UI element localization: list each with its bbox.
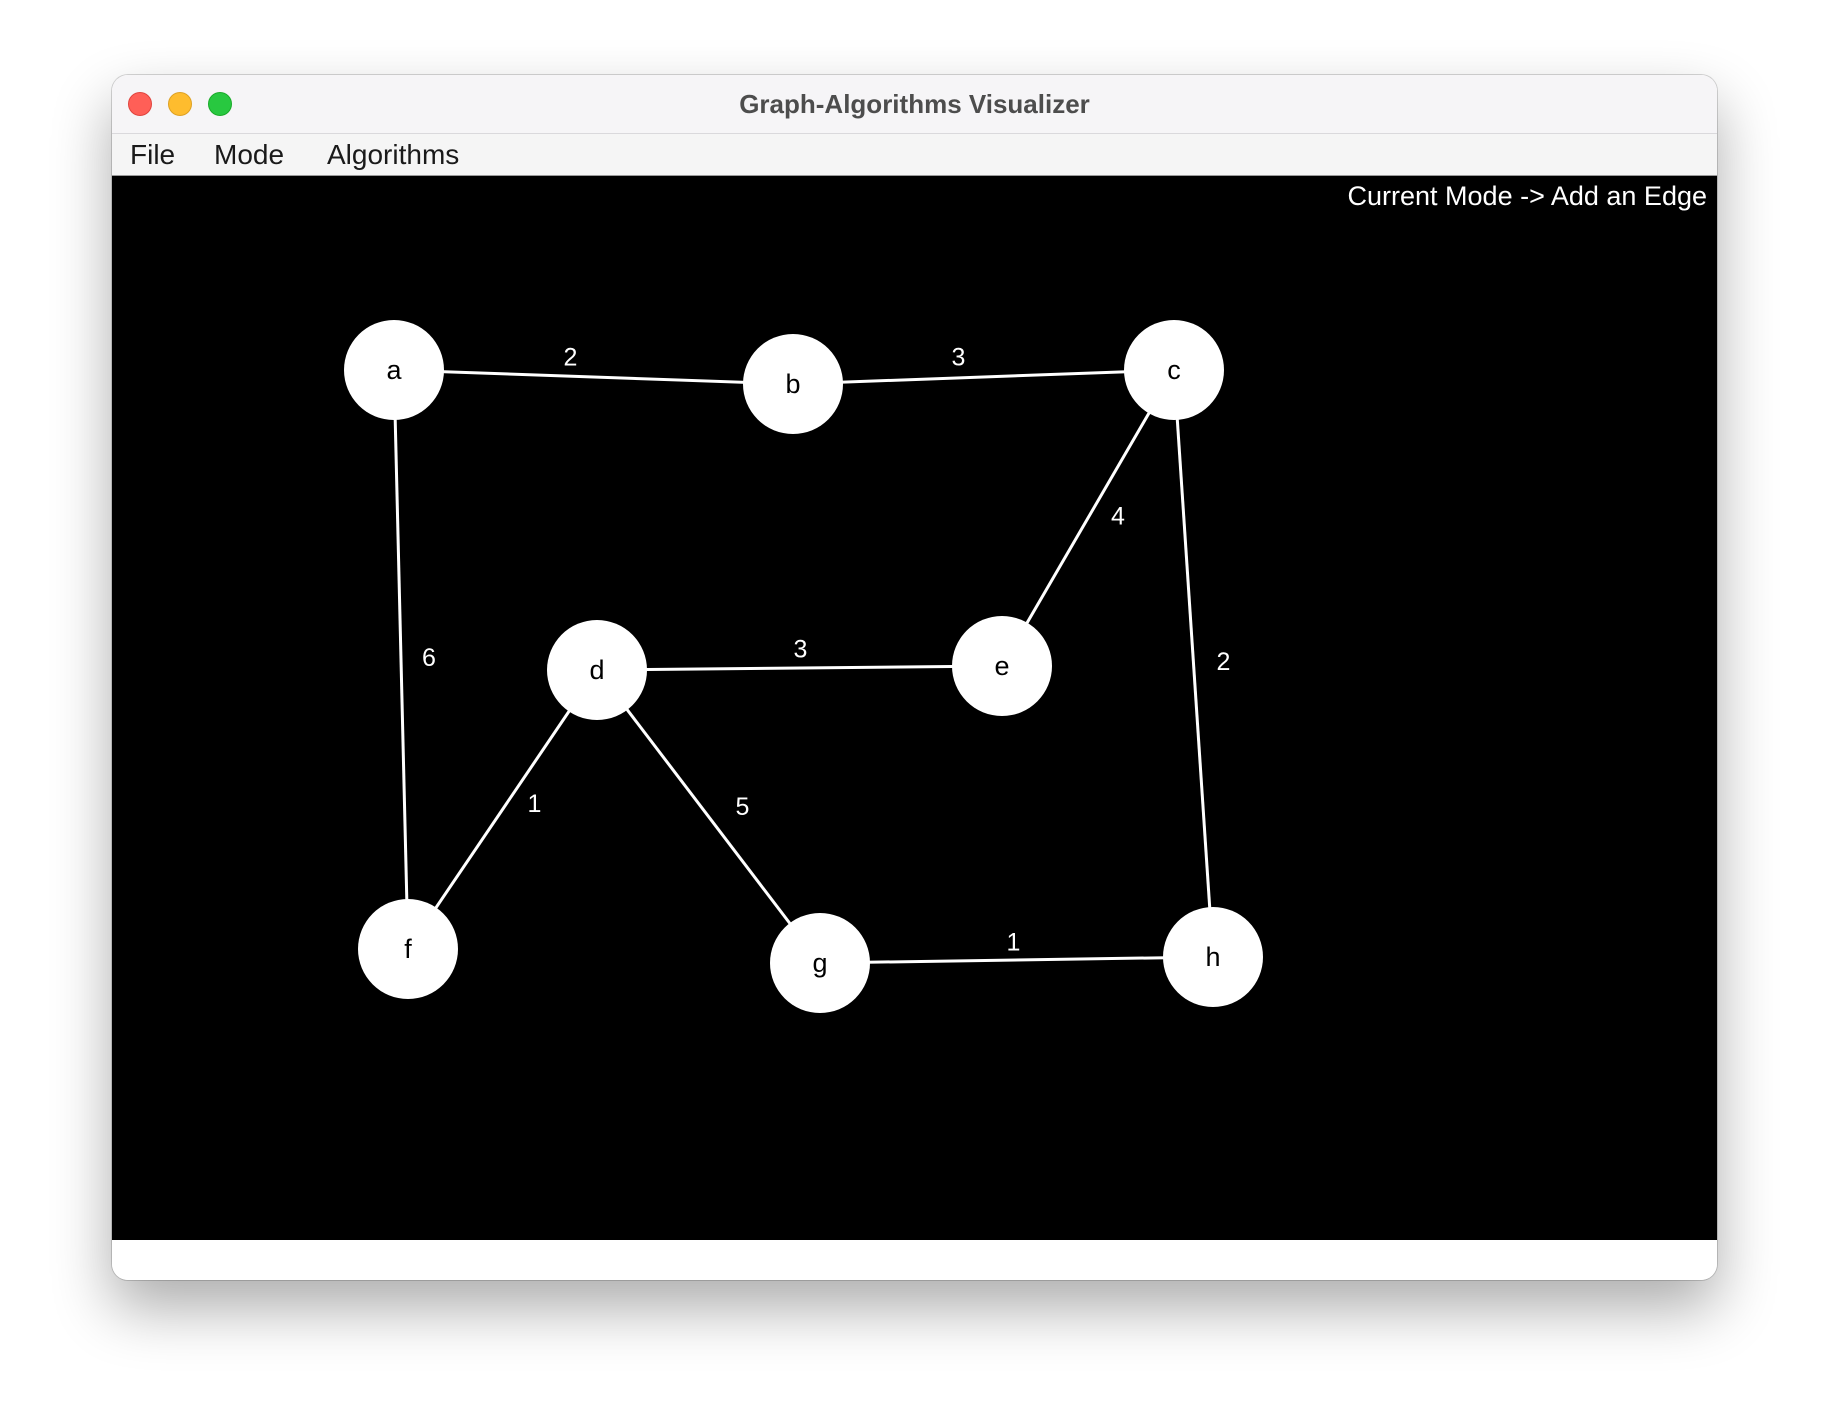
node-circle-a[interactable] (344, 320, 444, 420)
node-c[interactable]: c (1124, 320, 1224, 420)
node-label-e: e (994, 651, 1009, 681)
edge-d-f[interactable] (406, 669, 599, 950)
node-label-a: a (386, 355, 402, 385)
node-circle-f[interactable] (358, 899, 458, 999)
edge-d-e[interactable] (596, 664, 1003, 672)
edge-d-g[interactable] (595, 669, 822, 964)
node-label-f: f (404, 934, 412, 964)
edge-b-c[interactable] (792, 368, 1175, 386)
edge-weight-c-h: 2 (1217, 648, 1231, 676)
window-title: Graph-Algorithms Visualizer (739, 89, 1090, 119)
edge-weight-a-f: 6 (422, 644, 436, 672)
edge-weight-d-f: 1 (528, 790, 542, 818)
graph-canvas[interactable]: 2 3 4 2 6 3 1 5 1 a b c d e f g h Current Mode -> Add an… (112, 176, 1717, 1240)
node-b[interactable]: b (743, 334, 843, 434)
edge-weight-a-b: 2 (564, 344, 578, 372)
node-h[interactable]: h (1163, 907, 1263, 1007)
edge-g-h[interactable] (819, 955, 1214, 965)
node-circle-g[interactable] (770, 913, 870, 1013)
node-label-g: g (812, 948, 827, 978)
edge-weight-b-c: 3 (952, 344, 966, 372)
node-d[interactable]: d (547, 620, 647, 720)
edge-a-f[interactable] (392, 369, 410, 950)
node-a[interactable]: a (344, 320, 444, 420)
edge-a-b[interactable] (393, 368, 794, 386)
node-circle-h[interactable] (1163, 907, 1263, 1007)
node-label-h: h (1205, 942, 1220, 972)
menu-bar: File Mode Algorithms (112, 134, 1717, 177)
node-circle-d[interactable] (547, 620, 647, 720)
maximize-window-button[interactable] (208, 92, 232, 116)
edge-weight-g-h: 1 (1007, 929, 1021, 957)
node-label-b: b (785, 369, 800, 399)
menu-file[interactable]: File (130, 139, 176, 170)
node-label-d: d (589, 655, 604, 685)
node-circle-c[interactable] (1124, 320, 1224, 420)
current-mode-label: Current Mode -> Add an Edge (1347, 181, 1707, 211)
node-circle-b[interactable] (743, 334, 843, 434)
edge-c-e[interactable] (1000, 369, 1176, 667)
node-circle-e[interactable] (952, 616, 1052, 716)
node-f[interactable]: f (358, 899, 458, 999)
edge-weight-c-e: 4 (1111, 503, 1125, 531)
app-window: Graph-Algorithms Visualizer File Mode Al… (112, 75, 1717, 1280)
edge-weight-d-e: 3 (794, 636, 808, 664)
menu-algorithms[interactable]: Algorithms (327, 139, 460, 170)
minimize-window-button[interactable] (168, 92, 192, 116)
edge-weight-d-g: 5 (736, 793, 750, 821)
status-bar (112, 1240, 1717, 1280)
node-e[interactable]: e (952, 616, 1052, 716)
menu-mode[interactable]: Mode (214, 139, 285, 170)
edge-c-h[interactable] (1172, 369, 1215, 958)
node-label-c: c (1167, 355, 1181, 385)
close-window-button[interactable] (128, 92, 152, 116)
title-bar[interactable]: Graph-Algorithms Visualizer (112, 75, 1717, 134)
node-g[interactable]: g (770, 913, 870, 1013)
graph-drawing[interactable]: 2 3 4 2 6 3 1 5 1 a b c d e f g h (112, 176, 1717, 1240)
